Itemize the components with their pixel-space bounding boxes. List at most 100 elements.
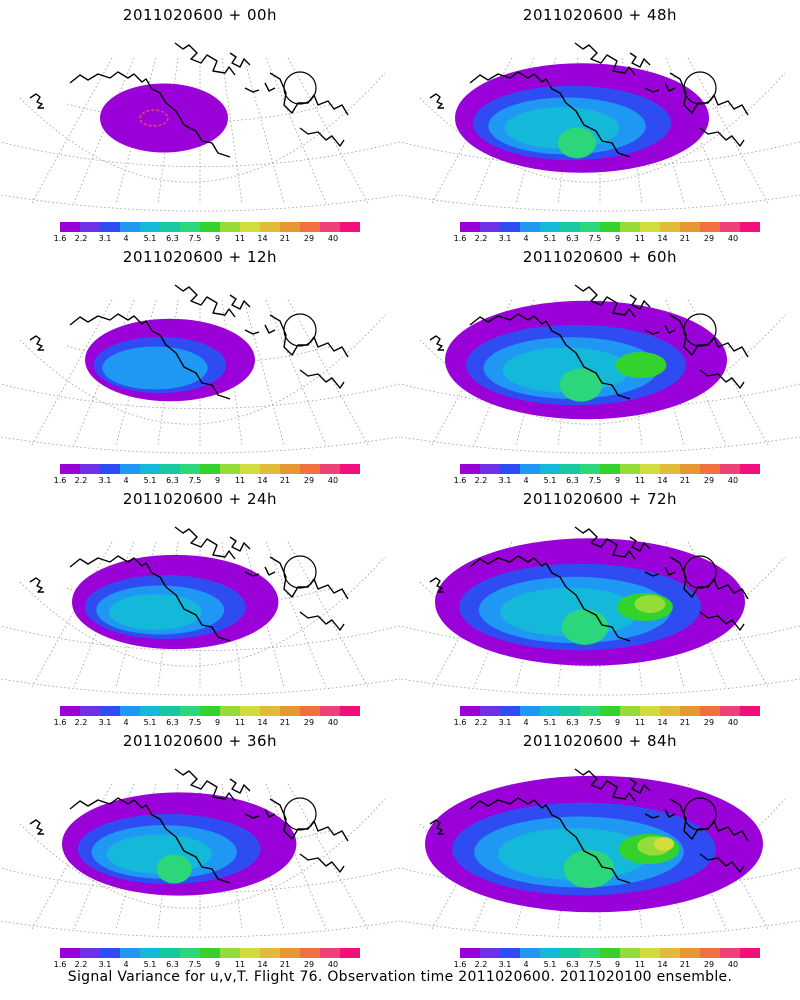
colorbar-tick-label: 21 (279, 234, 291, 243)
colorbar-tick-label: 7.5 (588, 960, 602, 969)
coastline (429, 526, 749, 642)
colorbar-tick-label: 6.3 (166, 960, 179, 969)
figure-caption: Signal Variance for u,v,T. Flight 76. Ob… (67, 969, 733, 985)
colorbar-swatch (320, 464, 340, 474)
colorbar-swatch (260, 464, 280, 474)
colorbar-swatch (300, 222, 320, 232)
colorbar-tick-label: 40 (327, 960, 339, 969)
colorbar-swatch (620, 948, 640, 958)
colorbar-swatch (160, 222, 180, 232)
map-panel: 2011020600 + 48h 1.6 2.2 3.1 4 5.1 6.3 7.5 9 11 14… (400, 0, 800, 245)
colorbar-swatch (340, 464, 360, 474)
colorbar-tick-label: 5.1 (543, 718, 557, 727)
colorbar-swatch (100, 464, 120, 474)
map-panel: 2011020600 + 60h 1.6 2.2 3.1 4 5.1 6.3 7.5 9 11 14… (400, 242, 800, 487)
colorbar-swatch (240, 464, 260, 474)
colorbar-swatch (220, 948, 240, 958)
colorbar-swatch (540, 222, 560, 232)
colorbar-swatch (560, 706, 580, 716)
colorbar-swatch (480, 222, 500, 232)
colorbar-swatch (520, 464, 540, 474)
colorbar-swatch (500, 222, 520, 232)
colorbar-tick-label: 9 (614, 960, 621, 969)
colorbar-tick-label: 1.6 (53, 234, 67, 243)
colorbar-tick-label: 29 (703, 476, 715, 485)
colorbar-swatch (280, 464, 300, 474)
colorbar-tick-label: 9 (614, 234, 621, 243)
colorbar-swatch (140, 222, 160, 232)
colorbar-swatch (120, 706, 140, 716)
colorbar-swatch (320, 948, 340, 958)
colorbar-tick-label: 29 (303, 960, 315, 969)
colorbar-tick-label: 11 (234, 960, 246, 969)
colorbar-swatch (100, 222, 120, 232)
colorbar-swatch (280, 222, 300, 232)
colorbar-tick-label: 6.3 (566, 476, 579, 485)
colorbar-swatch (560, 464, 580, 474)
colorbar-swatch (300, 706, 320, 716)
colorbar-swatch (720, 948, 740, 958)
variance-field (72, 554, 279, 650)
colorbar (60, 464, 360, 474)
colorbar-tick-label: 3.1 (98, 718, 112, 727)
colorbar-swatch (240, 222, 260, 232)
colorbar-swatch (220, 706, 240, 716)
colorbar-tick-label: 14 (257, 476, 268, 485)
colorbar-swatch (620, 464, 640, 474)
colorbar-swatch (740, 706, 760, 716)
colorbar-tick-label: 29 (703, 718, 715, 727)
colorbar-tick-label: 4 (123, 476, 129, 485)
colorbar-tick-label: 4 (523, 718, 529, 727)
colorbar-tick-label: 7.5 (188, 718, 202, 727)
colorbar-tick-label: 2.2 (474, 476, 488, 485)
colorbar-swatch (100, 706, 120, 716)
colorbar-swatch (120, 948, 140, 958)
colorbar-swatch (660, 706, 680, 716)
colorbar-tick-label: 5.1 (143, 234, 157, 243)
colorbar-swatch (140, 706, 160, 716)
colorbar-swatch (640, 948, 660, 958)
colorbar-swatch (120, 222, 140, 232)
colorbar-tick-label: 6.3 (166, 718, 179, 727)
colorbar-swatch (580, 706, 600, 716)
colorbar-swatch (680, 948, 700, 958)
colorbar-swatch (200, 222, 220, 232)
colorbar-swatch (140, 948, 160, 958)
colorbar (460, 222, 760, 232)
colorbar-swatch (720, 222, 740, 232)
colorbar-tick-label: 4 (123, 718, 129, 727)
colorbar-swatch (180, 464, 200, 474)
polar-map (400, 42, 800, 212)
colorbar-tick-label: 1.6 (453, 718, 467, 727)
colorbar-tick-label: 21 (279, 718, 291, 727)
variance-field (435, 538, 745, 666)
colorbar-swatch (80, 222, 100, 232)
colorbar (60, 706, 360, 716)
colorbar-swatch (640, 222, 660, 232)
colorbar-swatch (500, 948, 520, 958)
colorbar-swatch (540, 464, 560, 474)
colorbar-tick-label: 11 (634, 234, 646, 243)
panel-title: 2011020600 + 24h (122, 490, 278, 508)
colorbar-tick-label: 14 (657, 960, 668, 969)
colorbar-swatch (60, 222, 80, 232)
colorbar-tick-label: 1.6 (53, 718, 67, 727)
colorbar-swatch (160, 706, 180, 716)
colorbar-swatch (200, 948, 220, 958)
colorbar-tick-label: 14 (657, 234, 668, 243)
variance-field (85, 318, 255, 402)
colorbar-tick-label: 29 (303, 476, 315, 485)
colorbar-swatch (540, 948, 560, 958)
colorbar-swatch (180, 222, 200, 232)
map-panel: 2011020600 + 84h 1.6 2.2 3.1 4 5.1 6.3 7.5 9 11 14… (400, 726, 800, 971)
colorbar-tick-label: 1.6 (453, 234, 467, 243)
colorbar-tick-label: 7.5 (188, 476, 202, 485)
colorbar-tick-label: 29 (703, 960, 715, 969)
colorbar (460, 464, 760, 474)
colorbar-tick-label: 29 (303, 718, 315, 727)
colorbar-swatch (720, 706, 740, 716)
colorbar-swatch (640, 706, 660, 716)
panel-title: 2011020600 + 12h (122, 248, 278, 266)
colorbar-tick-label: 40 (727, 476, 739, 485)
colorbar-tick-label: 29 (703, 234, 715, 243)
